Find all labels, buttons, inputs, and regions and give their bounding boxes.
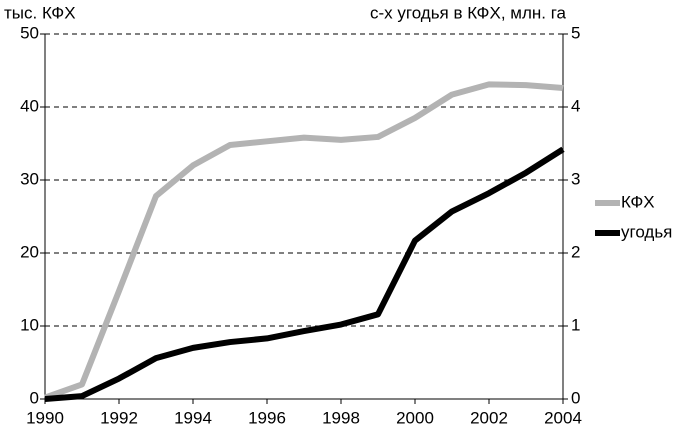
series-line	[43, 81, 564, 401]
x-tick-label: 1998	[322, 408, 360, 427]
y2-tick-label: 0	[571, 388, 580, 407]
x-tick-label: 1996	[248, 408, 286, 427]
x-tick-label: 1992	[100, 408, 138, 427]
y2-tick-label: 3	[571, 169, 580, 188]
y-tick-label: 10	[20, 315, 39, 334]
y2-axis-title: с-х угодья в КФХ, млн. га	[370, 3, 567, 22]
y-tick-label: 50	[20, 23, 39, 42]
x-tick-label: 2004	[544, 408, 582, 427]
x-tick-label: 2002	[470, 408, 508, 427]
y2-tick-label: 4	[571, 96, 580, 115]
y2-tick-label: 2	[571, 242, 580, 261]
y-tick-label: 0	[30, 388, 39, 407]
y-tick-label: 40	[20, 96, 39, 115]
x-tick-label: 2000	[396, 408, 434, 427]
x-tick-label: 1990	[26, 408, 64, 427]
y-tick-label: 30	[20, 169, 39, 188]
y-tick-label: 20	[20, 242, 39, 261]
legend-label: угодья	[621, 222, 672, 241]
y2-tick-label: 5	[571, 23, 580, 42]
legend-label: КФХ	[621, 192, 655, 211]
y2-tick-label: 1	[571, 315, 580, 334]
series-line	[44, 146, 565, 402]
y-axis-title: тыс. КФХ	[4, 3, 76, 22]
x-tick-label: 1994	[174, 408, 212, 427]
